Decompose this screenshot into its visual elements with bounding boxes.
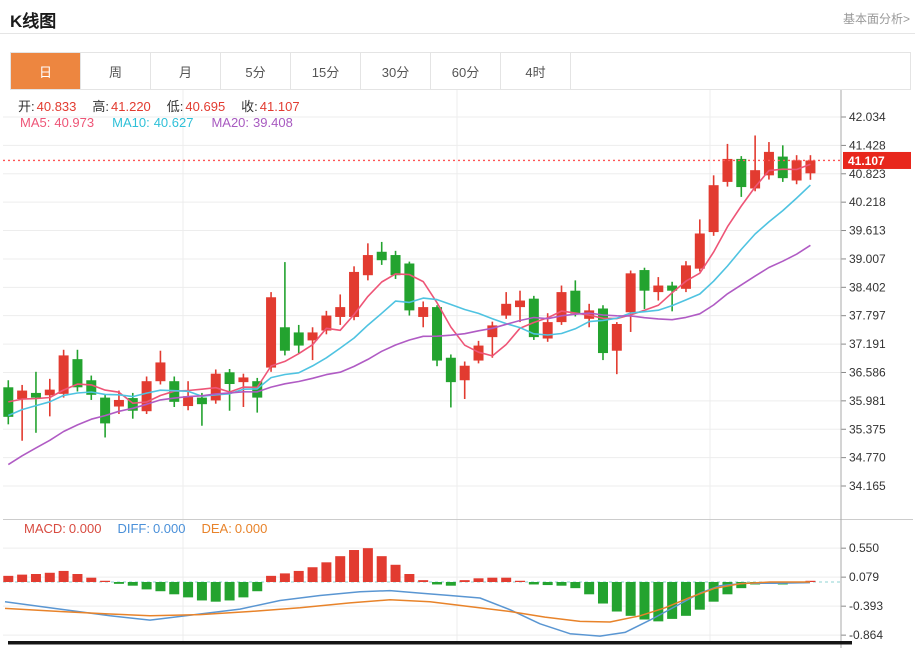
tab-60min[interactable]: 60分 <box>431 53 501 89</box>
diff-value: 0.000 <box>152 521 186 536</box>
macd-axis-label: 0.550 <box>849 541 879 555</box>
chart-area: 42.034 41.428 40.823 40.218 39.613 39.007 38.4… <box>3 90 913 648</box>
tab-week[interactable]: 周 <box>81 53 151 89</box>
period-tabbar: 日 周 月 5分 15分 30分 60分 4时 <box>10 52 911 90</box>
macd-value: 0.000 <box>68 521 102 536</box>
ma20-label: MA20: <box>211 115 250 130</box>
open-value: 40.833 <box>36 99 77 114</box>
high-label: 高: <box>92 99 110 114</box>
ma-row: MA5: 40.973 MA10: 40.627 MA20: 39.408 <box>20 115 311 130</box>
macd-pane-svg[interactable]: 0.550 0.079 -0.393 -0.864 <box>3 519 913 648</box>
tab-day[interactable]: 日 <box>11 53 81 89</box>
tab-15min[interactable]: 15分 <box>291 53 361 89</box>
price-axis-label: 37.191 <box>849 337 886 351</box>
price-pane-svg[interactable]: 42.034 41.428 40.823 40.218 39.613 39.007 38.4… <box>3 90 913 519</box>
price-axis-label: 35.375 <box>849 422 886 436</box>
page-title: K线图 <box>10 12 57 31</box>
dea-line <box>4 581 810 623</box>
ma10-label: MA10: <box>112 115 150 130</box>
ma5-line <box>8 163 811 405</box>
price-axis-label: 36.586 <box>849 365 886 379</box>
price-axis-label: 37.797 <box>849 309 886 323</box>
macd-label: MACD: <box>24 521 66 536</box>
tab-month[interactable]: 月 <box>151 53 221 89</box>
ma10-value: 40.627 <box>153 115 194 130</box>
current-price-tag: 41.107 <box>843 151 911 169</box>
price-axis-label: 34.165 <box>849 479 886 493</box>
header-divider <box>0 33 915 34</box>
low-value: 40.695 <box>185 99 226 114</box>
close-value: 41.107 <box>259 99 300 114</box>
price-axis-label: 41.428 <box>849 138 886 152</box>
diff-label: DIFF: <box>117 521 150 536</box>
price-axis-label: 40.823 <box>849 167 886 181</box>
price-axis-label: 38.402 <box>849 280 886 294</box>
close-label: 收: <box>241 99 258 114</box>
tab-4hour[interactable]: 4时 <box>501 53 571 89</box>
high-value: 41.220 <box>111 99 151 114</box>
ma10-line <box>7 184 811 417</box>
macd-axis-label: 0.079 <box>849 570 879 584</box>
tab-5min[interactable]: 5分 <box>221 53 291 89</box>
bottom-axis-line <box>8 641 852 645</box>
low-label: 低: <box>166 99 184 114</box>
macd-row: MACD: 0.000 DIFF: 0.000 DEA: 0.000 <box>24 521 283 536</box>
fundamental-analysis-link[interactable]: 基本面分析> <box>842 12 910 26</box>
ohlc-row: 开: 40.833 高: 41.220 低: 40.695 收: 41.107 <box>18 96 300 115</box>
open-label: 开: <box>18 99 35 114</box>
macd-axis-label: -0.864 <box>849 628 883 642</box>
price-axis-label: 40.218 <box>849 195 886 209</box>
price-axis-label: 34.770 <box>849 451 886 465</box>
ma5-value: 40.973 <box>54 115 95 130</box>
price-axis-label: 39.007 <box>849 252 886 266</box>
ma20-line <box>7 244 811 466</box>
ma5-label: MA5: <box>20 115 51 130</box>
dea-label: DEA: <box>201 521 232 536</box>
tab-30min[interactable]: 30分 <box>361 53 431 89</box>
svg-text:41.107: 41.107 <box>848 154 885 168</box>
candles-layer <box>3 135 816 441</box>
macd-axis-label: -0.393 <box>849 599 883 613</box>
price-axis-label: 42.034 <box>849 110 886 124</box>
ma20-value: 39.408 <box>253 115 293 130</box>
price-axis-label: 39.613 <box>849 224 886 238</box>
dea-value: 0.000 <box>234 521 268 536</box>
price-axis-label: 35.981 <box>849 394 886 408</box>
macd-histogram <box>3 548 816 622</box>
